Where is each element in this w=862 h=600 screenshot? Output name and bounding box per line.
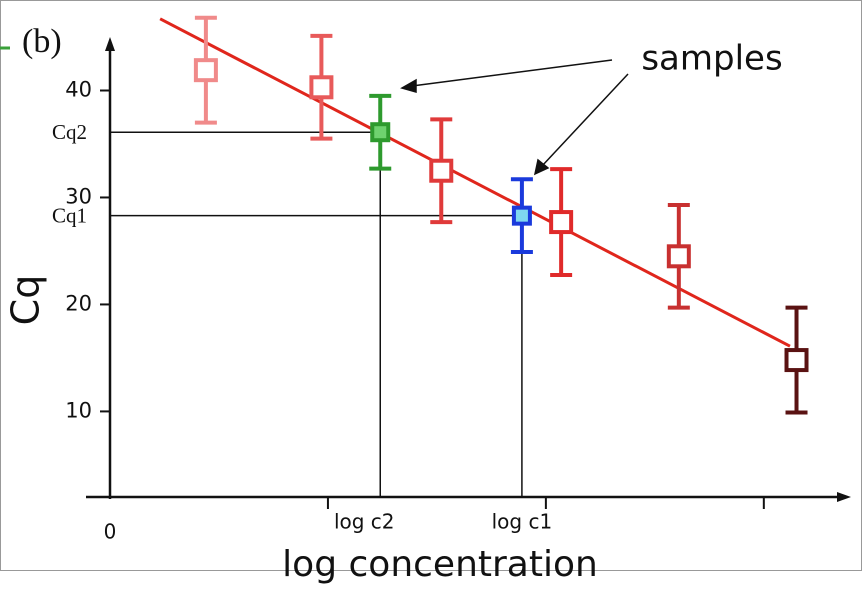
annotation-arrows [400, 59, 629, 176]
x-tick-label: 0 [104, 520, 117, 544]
annotation: samples [641, 39, 782, 79]
y-tick-label: 30 [65, 184, 92, 208]
x-tick-label: log c1 [492, 510, 553, 534]
x-axis-label: log concentration [282, 544, 598, 585]
y-tick-label: 10 [65, 398, 92, 422]
marker [309, 75, 334, 100]
x-tick-label: log c2 [334, 510, 395, 534]
arrow-head [400, 78, 417, 93]
x-axis-arrow [837, 492, 851, 502]
marker [370, 122, 391, 143]
y-axis-label: Cq [4, 275, 48, 326]
y-tick-label: Cq1 [52, 203, 87, 227]
y-tick-label: 40 [65, 77, 92, 101]
fit-line [159, 17, 791, 348]
marker [193, 58, 218, 83]
panel-label: (b) [22, 23, 62, 60]
y-tick-label: 20 [65, 291, 92, 315]
y-axis-arrow [105, 37, 115, 51]
marker [666, 244, 691, 269]
frame [0, 0, 862, 571]
marker [429, 158, 454, 183]
y-tick-label: Cq2 [52, 120, 87, 144]
marker [784, 348, 809, 373]
marker [549, 210, 574, 235]
marker [511, 205, 532, 226]
arrow-head [533, 158, 550, 176]
arrow [541, 73, 629, 167]
arrow [411, 59, 613, 87]
